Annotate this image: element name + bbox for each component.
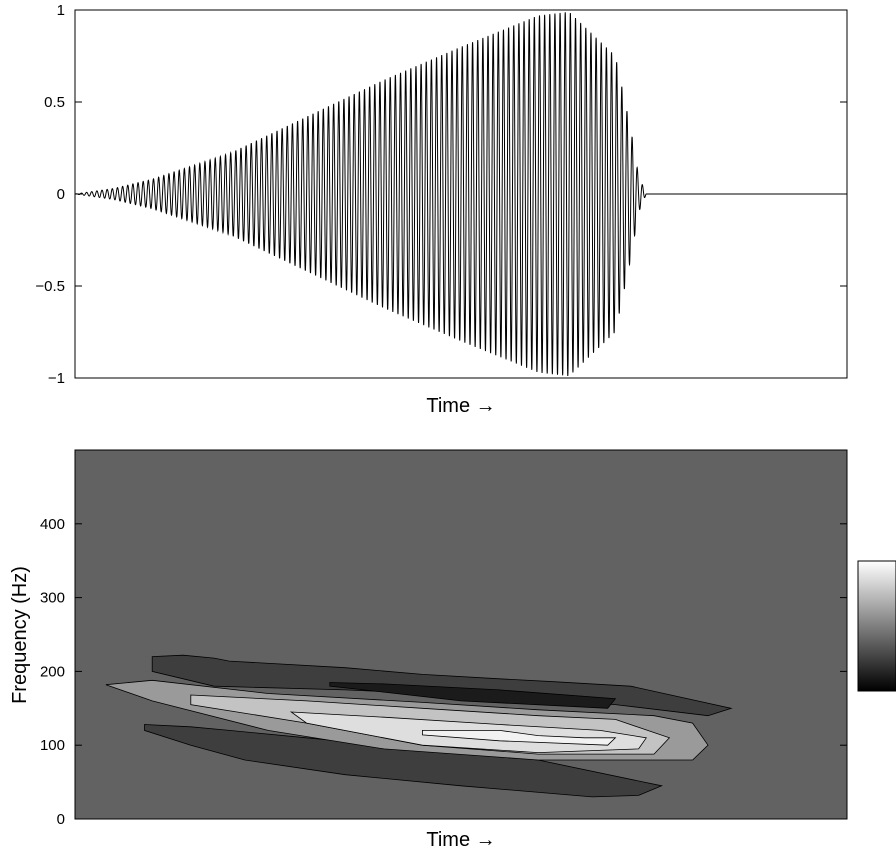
waveform-y-tick-label: 1 <box>57 2 65 19</box>
waveform-y-tick-label: 0.5 <box>44 94 65 111</box>
spectrogram-contour <box>421 730 617 746</box>
spectrogram-y-tick-label: 0 <box>57 811 65 828</box>
waveform-y-tick-label: −0.5 <box>35 278 65 295</box>
waveform-panel: 1 0.5 0 −0.5 −1 Time → <box>35 2 848 417</box>
spectrogram-y-ticks: 400 300 200 100 0 <box>40 516 847 828</box>
spectrogram-y-axis-label: Frequency (Hz) <box>9 566 31 704</box>
spectrogram-y-tick-label: 300 <box>40 590 65 607</box>
waveform-y-tick-label: 0 <box>57 186 65 203</box>
spectrogram-contours <box>105 654 733 798</box>
waveform-x-axis-label: Time → <box>426 395 495 417</box>
waveform-y-tick-label: −1 <box>48 370 65 387</box>
spectrogram-contour <box>329 682 617 709</box>
spectrogram-axes-box <box>74 449 848 820</box>
spectrogram-panel: 400 300 200 100 0 Frequency (Hz) Time → <box>9 449 896 851</box>
waveform-line <box>75 12 847 377</box>
spectrogram-y-tick-label: 100 <box>40 737 65 754</box>
spectrogram-x-axis-label: Time → <box>426 829 495 851</box>
spectrogram-contour <box>144 724 664 798</box>
spectrogram-y-tick-label: 200 <box>40 663 65 680</box>
spectrogram-y-tick-label: 400 <box>40 516 65 533</box>
colorbar <box>857 560 896 692</box>
